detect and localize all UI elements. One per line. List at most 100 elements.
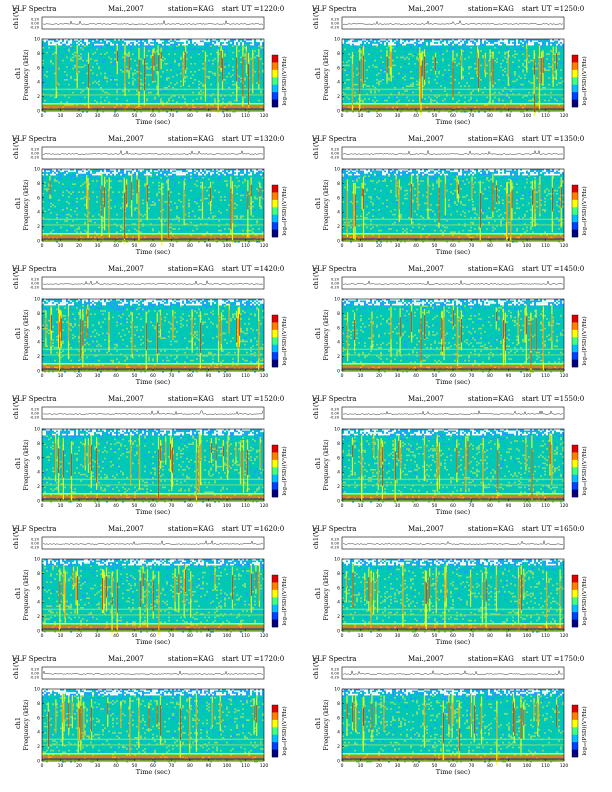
spectrogram-chart: VLF Spectra Mai.,2007 station=KAG start UT … xyxy=(11,135,288,256)
station-label: station=KAG xyxy=(468,5,514,13)
y-tick-label: 4 xyxy=(37,340,40,346)
date-label: Mai.,2007 xyxy=(408,655,444,663)
x-tick-label: 20 xyxy=(376,243,382,249)
chart-title: VLF Spectra xyxy=(11,395,56,403)
spectrogram-panel: VLF Spectra Mai.,2007 station=KAG start UT … xyxy=(308,653,588,777)
channel-label: ch1(V) xyxy=(12,7,20,29)
chart-title: VLF Spectra xyxy=(11,135,56,143)
amplitude-tick-label: 0.00 xyxy=(331,672,340,676)
colorbar-segment xyxy=(572,727,578,736)
x-tick-label: 30 xyxy=(395,243,401,249)
spectrogram-image xyxy=(42,689,264,763)
x-tick-label: 110 xyxy=(241,503,250,509)
x-tick-label: 50 xyxy=(432,633,438,639)
station-label: station=KAG xyxy=(168,525,214,533)
x-tick-label: 20 xyxy=(76,763,82,769)
x-tick-label: 0 xyxy=(41,243,44,249)
amplitude-tick-label: 0.00 xyxy=(331,152,340,156)
x-tick-label: 100 xyxy=(523,113,532,119)
amplitude-tick-label: -0.20 xyxy=(30,416,40,420)
spectrogram-image xyxy=(342,39,564,116)
x-tick-label: 50 xyxy=(132,763,138,769)
x-tick-label: 120 xyxy=(260,763,269,769)
amplitude-tick-label: 0.00 xyxy=(31,412,40,416)
station-label: station=KAG xyxy=(168,655,214,663)
x-tick-label: 60 xyxy=(450,503,456,509)
x-tick-label: 90 xyxy=(506,243,512,249)
colorbar-label: log₁₀(PSD)(V²/Hz) xyxy=(581,706,588,755)
colorbar-segment xyxy=(272,489,278,498)
y-axis-channel-label: ch1 xyxy=(14,197,22,209)
y-tick-label: 0 xyxy=(37,369,40,375)
x-tick-label: 110 xyxy=(541,113,550,119)
x-tick-label: 40 xyxy=(413,503,419,509)
y-tick-label: 6 xyxy=(37,585,40,591)
spectrogram-chart: VLF Spectra Mai.,2007 station=KAG start UT … xyxy=(311,525,588,646)
spectrogram-chart: VLF Spectra Mai.,2007 station=KAG start UT … xyxy=(11,395,288,516)
colorbar-segment xyxy=(272,749,278,758)
y-tick-label: 10 xyxy=(334,557,340,563)
x-tick-label: 60 xyxy=(450,633,456,639)
colorbar-segment xyxy=(272,452,278,461)
x-axis-label: Time (sec) xyxy=(136,638,171,646)
spectrogram-image xyxy=(42,299,264,374)
x-tick-label: 60 xyxy=(450,243,456,249)
x-tick-label: 120 xyxy=(260,373,269,379)
y-tick-label: 2 xyxy=(37,224,40,230)
colorbar-segment xyxy=(572,214,578,223)
colorbar-segment xyxy=(572,619,578,628)
x-tick-label: 80 xyxy=(187,243,193,249)
x-tick-label: 120 xyxy=(260,243,269,249)
y-tick-label: 6 xyxy=(37,195,40,201)
x-tick-label: 20 xyxy=(376,503,382,509)
amplitude-tick-label: 0.00 xyxy=(31,22,40,26)
x-tick-label: 30 xyxy=(395,503,401,509)
colorbar-segment xyxy=(572,329,578,338)
colorbar-label: log₁₀(PSD)(V²/Hz) xyxy=(581,576,588,625)
x-tick-label: 20 xyxy=(76,243,82,249)
colorbar-segment xyxy=(572,92,578,100)
x-tick-label: 30 xyxy=(95,503,101,509)
spectrogram-chart: VLF Spectra Mai.,2007 station=KAG start UT … xyxy=(311,265,588,386)
colorbar-segment xyxy=(572,337,578,346)
x-tick-label: 20 xyxy=(76,633,82,639)
colorbar-segment xyxy=(272,322,278,331)
x-tick-label: 0 xyxy=(41,763,44,769)
colorbar-segment xyxy=(572,612,578,620)
start-ut-label: start UT =1550:0 xyxy=(522,395,584,403)
x-tick-label: 10 xyxy=(58,113,64,119)
x-tick-label: 30 xyxy=(95,243,101,249)
x-tick-label: 60 xyxy=(450,113,456,119)
colorbar-segment xyxy=(272,222,278,230)
x-tick-label: 60 xyxy=(150,763,156,769)
x-tick-label: 0 xyxy=(341,113,344,119)
x-tick-label: 80 xyxy=(487,113,493,119)
amplitude-tick-label: 0.20 xyxy=(331,408,340,412)
x-tick-label: 60 xyxy=(150,503,156,509)
amplitude-tick-label: 0.20 xyxy=(31,668,40,672)
amplitude-tick-label: -0.20 xyxy=(330,416,340,420)
colorbar-segment xyxy=(272,55,278,63)
x-axis-label: Time (sec) xyxy=(136,118,171,126)
colorbar-segment xyxy=(272,705,278,713)
x-tick-label: 70 xyxy=(169,373,175,379)
x-axis-label: Time (sec) xyxy=(436,508,471,516)
y-axis-channel-label: ch1 xyxy=(314,197,322,209)
colorbar-segment xyxy=(272,589,278,598)
x-tick-label: 60 xyxy=(150,373,156,379)
y-tick-label: 4 xyxy=(337,470,340,476)
colorbar-segment xyxy=(572,604,578,613)
x-tick-label: 100 xyxy=(223,633,232,639)
x-tick-label: 40 xyxy=(413,243,419,249)
chart-title: VLF Spectra xyxy=(311,655,356,663)
y-axis-label: Frequency (kHz) xyxy=(23,309,30,360)
colorbar-segment xyxy=(272,77,278,86)
start-ut-label: start UT =1250:0 xyxy=(522,5,584,13)
amplitude-tick-label: 0.00 xyxy=(331,22,340,26)
y-tick-label: 6 xyxy=(37,325,40,331)
x-tick-label: 80 xyxy=(487,763,493,769)
y-tick-label: 8 xyxy=(37,701,40,707)
colorbar-label: log₁₀(PSD)(V²/Hz) xyxy=(581,186,588,235)
x-tick-label: 80 xyxy=(187,373,193,379)
y-tick-label: 2 xyxy=(337,224,340,230)
